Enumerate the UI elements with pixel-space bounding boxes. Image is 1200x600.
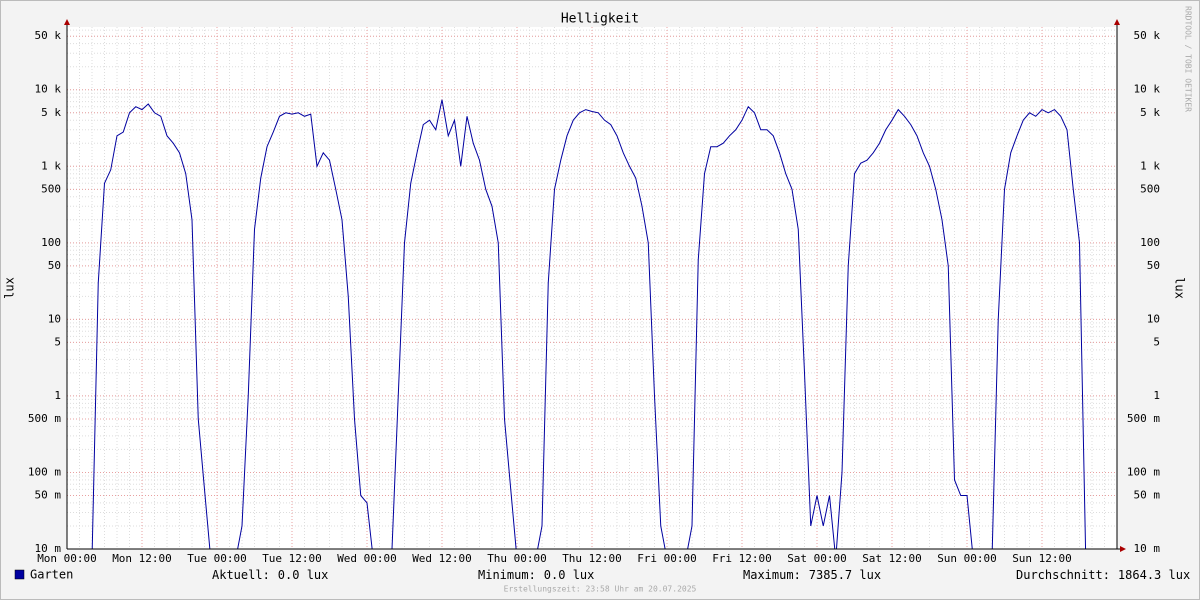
y-tick-label: 1 k [41, 159, 61, 172]
stat-label: Durchschnitt: [1016, 568, 1110, 582]
y-tick-label: 100 [41, 236, 61, 249]
y-tick-label-right: 500 m [1127, 412, 1160, 425]
legend-label: Garten [30, 568, 73, 582]
x-tick-label: Tue 00:00 [187, 552, 247, 565]
y-tick-label-right: 50 m [1134, 488, 1161, 501]
legend-stat: Aktuell: 0.0 lux [212, 568, 328, 582]
y-tick-label-right: 100 [1140, 236, 1160, 249]
y-axis-label: lux [3, 277, 17, 299]
grid [66, 27, 1118, 550]
y-tick-label: 50 [48, 259, 61, 272]
watermark: RRDTOOL / TOBI OETIKER [1184, 6, 1193, 112]
x-tick-label: Sat 12:00 [862, 552, 922, 565]
y-tick-label-right: 500 [1140, 182, 1160, 195]
x-tick-label: Thu 12:00 [562, 552, 622, 565]
y-tick-label-right: 50 [1147, 259, 1160, 272]
legend-stat: Durchschnitt: 1864.3 lux [1016, 568, 1190, 582]
x-tick-label: Sun 00:00 [937, 552, 997, 565]
line-series [91, 99, 1087, 549]
y-tick-label-right: 50 k [1134, 29, 1161, 42]
y-tick-label: 500 m [28, 412, 61, 425]
y-tick-label-right: 10 [1147, 312, 1160, 325]
x-tick-label: Fri 00:00 [637, 552, 697, 565]
y-axis-label-right: lux [1173, 277, 1187, 299]
y-tick-label: 100 m [28, 465, 61, 478]
stat-value: 0.0 lux [544, 568, 595, 582]
x-tick-label: Sun 12:00 [1012, 552, 1072, 565]
arrow [1114, 19, 1120, 25]
y-tick-label: 5 k [41, 106, 61, 119]
y-tick-label-right: 100 m [1127, 465, 1160, 478]
y-tick-label-right: 5 k [1140, 106, 1160, 119]
y-tick-label: 10 m [35, 542, 62, 555]
y-tick-label: 500 [41, 182, 61, 195]
x-tick-label: Fri 12:00 [712, 552, 772, 565]
chart-title: Helligkeit [561, 12, 639, 27]
y-tick-label: 50 k [35, 29, 62, 42]
x-tick-label: Tue 12:00 [262, 552, 322, 565]
y-tick-label: 10 [48, 312, 61, 325]
x-tick-label: Wed 12:00 [412, 552, 472, 565]
axes [64, 19, 1126, 552]
legend-swatch [14, 569, 25, 580]
y-tick-label: 5 [54, 335, 61, 348]
stat-value: 1864.3 lux [1118, 568, 1190, 582]
legend-stat: Minimum: 0.0 lux [478, 568, 594, 582]
stat-value: 7385.7 lux [809, 568, 881, 582]
x-tick-label: Mon 00:00 [37, 552, 97, 565]
arrow [64, 19, 70, 25]
y-tick-label-right: 5 [1153, 335, 1160, 348]
stat-label: Maximum: [743, 568, 801, 582]
marks [91, 99, 1087, 549]
stat-label: Minimum: [478, 568, 536, 582]
legend-stat: Maximum: 7385.7 lux [743, 568, 881, 582]
y-tick-label-right: 1 k [1140, 159, 1160, 172]
x-tick-label: Wed 00:00 [337, 552, 397, 565]
y-tick-label-right: 10 k [1134, 83, 1161, 96]
footer: Erstellungszeit: 23:58 Uhr am 20.07.2025 [504, 585, 697, 594]
y-tick-label: 50 m [35, 488, 62, 501]
stat-label: Aktuell: [212, 568, 270, 582]
y-tick-label: 10 k [35, 83, 62, 96]
x-tick-label: Thu 00:00 [487, 552, 547, 565]
x-tick-label: Mon 12:00 [112, 552, 172, 565]
arrow [1120, 546, 1126, 552]
y-tick-label-right: 1 [1153, 389, 1160, 402]
x-tick-label: Sat 00:00 [787, 552, 847, 565]
stat-value: 0.0 lux [278, 568, 329, 582]
y-tick-label-right: 10 m [1134, 542, 1161, 555]
y-tick-label: 1 [54, 389, 61, 402]
